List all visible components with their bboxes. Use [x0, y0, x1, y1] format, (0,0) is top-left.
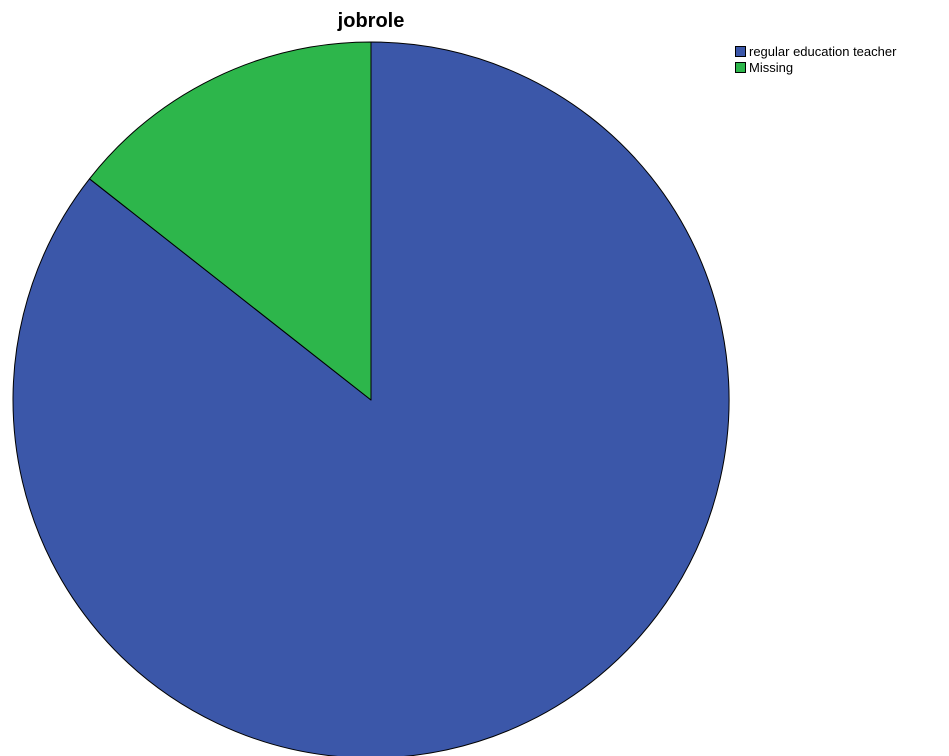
legend: regular education teacher Missing: [735, 44, 896, 76]
legend-label-regular-education-teacher: regular education teacher: [749, 44, 897, 59]
legend-entry-regular-education-teacher: regular education teacher: [735, 44, 896, 59]
chart-title: jobrole: [337, 10, 405, 32]
legend-swatch-missing: [735, 62, 746, 73]
legend-swatch-regular-education-teacher: [735, 46, 746, 57]
legend-label-missing: Missing: [749, 60, 794, 75]
pie-slice-missing: [89, 41, 372, 401]
legend-entry-missing: Missing: [735, 60, 896, 75]
